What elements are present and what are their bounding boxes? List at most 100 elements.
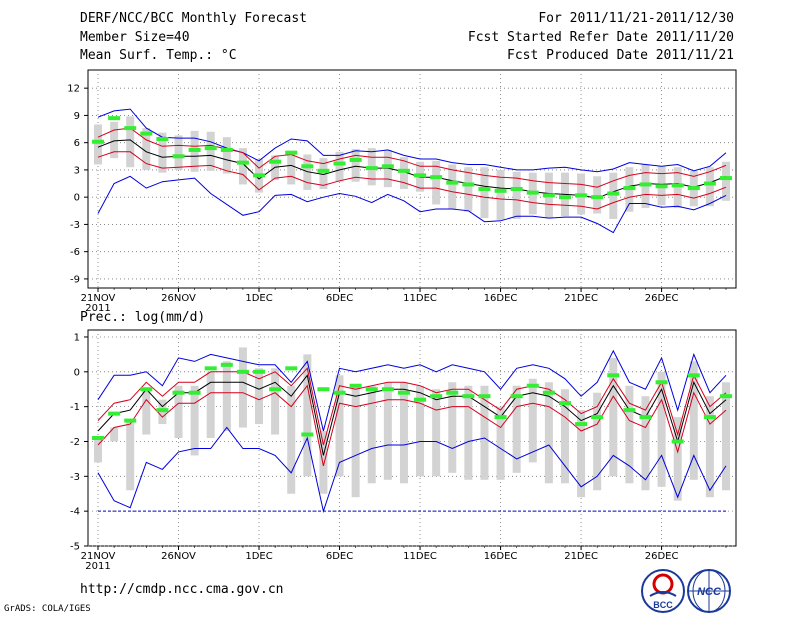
spread-bar (432, 160, 441, 205)
x-tick-label: 16DEC (484, 551, 518, 562)
spread-bar (351, 149, 360, 182)
median-marker (639, 182, 652, 187)
median-marker (478, 394, 491, 399)
median-marker (671, 183, 684, 188)
spread-bar (222, 361, 231, 432)
median-marker (462, 394, 475, 399)
upper-outer-line (97, 349, 727, 432)
median-marker (204, 146, 217, 151)
median-marker (301, 164, 314, 169)
median-marker (397, 390, 410, 395)
bcc-logo: BCC (641, 569, 685, 613)
chart-panel-temperature: -9 -6 -3 0 3 6 9 12 21NOV 26NOV 1DEC 6DEC 11DEC 16DEC… (67, 69, 737, 314)
spread-bar (593, 392, 602, 491)
spread-bar (641, 396, 650, 491)
median-marker (575, 193, 588, 198)
median-marker (188, 147, 201, 152)
median-marker (558, 195, 571, 200)
x-tick-label: 1DEC (245, 293, 272, 304)
median-marker (542, 390, 555, 395)
median-marker (349, 383, 362, 388)
y-tick-label: 1 (74, 332, 80, 343)
median-marker (639, 415, 652, 420)
median-marker (285, 150, 298, 155)
median-marker (720, 394, 732, 399)
y-tick-label: -6 (70, 247, 80, 258)
median-marker (607, 373, 620, 378)
spread-bar (206, 131, 215, 171)
x-tick-label: 16DEC (484, 293, 518, 304)
spread-bar (303, 354, 312, 477)
bcc-logo-text: BCC (653, 600, 673, 610)
spread-bar (383, 382, 392, 480)
median-marker (542, 193, 555, 198)
median-marker (575, 422, 588, 427)
spread-bar (560, 389, 569, 484)
spread-bar (609, 357, 618, 477)
y-tick-label: -1 (70, 402, 80, 413)
spread-bar (399, 157, 408, 189)
x-tick-label: 26DEC (645, 551, 679, 562)
x-tick-label: 26NOV (161, 293, 196, 304)
median-marker (478, 186, 491, 191)
x-tick-label: 21NOV (81, 293, 116, 304)
spread-bar (110, 121, 119, 159)
spread-bar (110, 427, 119, 442)
upper-outer-line (97, 108, 727, 173)
spread-bar (448, 164, 457, 209)
spread-bar (577, 410, 586, 498)
upper-inner-line (97, 127, 727, 188)
grads-credit: GrADS: COLA/IGES (4, 604, 91, 614)
spread-bar (94, 124, 102, 165)
spread-bar (593, 176, 602, 214)
spread-bar (399, 382, 408, 484)
spread-bar (206, 371, 215, 438)
x-tick-label: 21NOV (81, 551, 116, 562)
median-marker (510, 186, 523, 191)
forecast-period: For 2011/11/21-2011/12/30 (538, 11, 734, 26)
spread-bar (625, 385, 634, 484)
spread-bar (512, 385, 521, 473)
median-marker (204, 366, 217, 371)
spread-bar (480, 385, 489, 480)
median-marker (720, 176, 732, 181)
median-marker (591, 195, 604, 200)
spread-bar (335, 151, 344, 182)
y-tick-label: 9 (74, 111, 80, 122)
median-marker (365, 166, 378, 171)
median-marker (220, 147, 233, 152)
median-marker (140, 387, 153, 392)
spread-bar (367, 385, 376, 484)
median-marker (140, 131, 153, 136)
median-marker (655, 184, 668, 189)
spread-bar (705, 396, 714, 498)
median-marker (156, 137, 169, 142)
x-year-label: 2011 (85, 561, 110, 572)
spread-bar (480, 167, 489, 219)
median-marker (687, 186, 700, 191)
spread-bar (705, 167, 714, 207)
median-marker (414, 173, 427, 178)
median-marker (591, 415, 604, 420)
median-marker (92, 436, 104, 440)
plot-frame (87, 69, 737, 289)
forecast-started: Fcst Started Refer Date 2011/11/20 (467, 30, 734, 45)
median-marker (285, 366, 298, 371)
spread-bar (94, 438, 102, 463)
forecast-produced: Fcst Produced Date 2011/11/21 (507, 48, 734, 63)
upper-inner-line (97, 367, 727, 446)
y-tick-label: -9 (70, 274, 80, 285)
median-marker (510, 394, 523, 399)
x-year-label: 2011 (85, 303, 110, 314)
figure-title: DERF/NCC/BCC Monthly Forecast (80, 11, 307, 26)
median-marker (365, 387, 378, 392)
median-marker (253, 173, 266, 178)
spread-bar (673, 417, 682, 501)
x-tick-label: 21DEC (564, 293, 598, 304)
lower-inner-line (97, 151, 727, 210)
spread-bar (174, 385, 183, 438)
median-marker (381, 387, 394, 392)
y-tick-label: -3 (70, 220, 80, 231)
median-marker (301, 432, 314, 437)
member-size: Member Size=40 (80, 30, 190, 45)
